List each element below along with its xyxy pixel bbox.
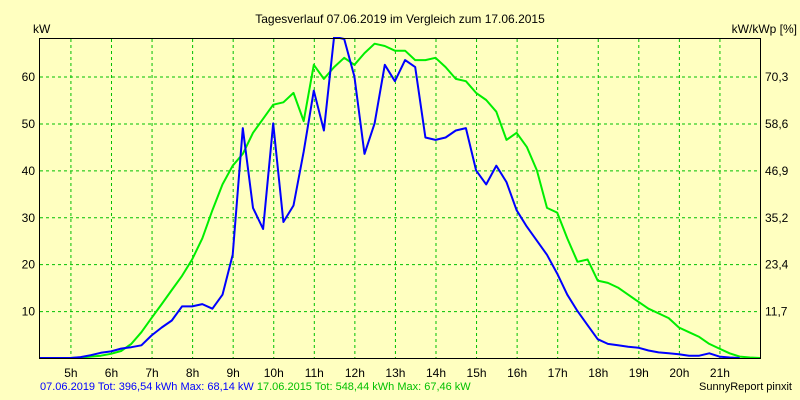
y-tick-label-left: 40	[22, 164, 36, 178]
y-tick-label-right: 23,4	[765, 258, 789, 272]
x-tick-label: 5h	[64, 366, 77, 380]
plot-frame	[39, 38, 761, 359]
series-lines	[40, 37, 761, 358]
grid	[40, 39, 760, 358]
x-tick-label: 6h	[105, 366, 118, 380]
x-tick-label: 17h	[548, 366, 568, 380]
footer-summary: 07.06.2019 Tot: 396,54 kWh Max: 68,14 kW…	[40, 380, 471, 394]
x-tick-label: 11h	[305, 366, 324, 380]
x-tick-label: 14h	[426, 366, 446, 380]
x-tick-label: 12h	[345, 366, 365, 380]
x-tick-label: 21h	[710, 366, 730, 380]
y-tick-label-right: 11,7	[765, 305, 788, 319]
x-tick-label: 7h	[145, 366, 158, 380]
footer-series2-text: 17.06.2015 Tot: 548,44 kWh Max: 67,46 kW	[256, 381, 471, 393]
y-tick-label-right: 35,2	[765, 211, 789, 225]
y-tick-label-left: 10	[22, 305, 36, 319]
x-tick-label: 20h	[669, 366, 689, 380]
tick-labels: 5h 6h 7h 8h 9h 10h 11h 12h 13h 14h 15h 16h 17h 18h 19h…	[22, 70, 789, 380]
footer-series1-text: 07.06.2019 Tot: 396,54 kWh Max: 68,14 kW	[40, 381, 254, 393]
x-tick-label: 8h	[186, 366, 199, 380]
x-tick-label: 15h	[467, 366, 487, 380]
y-tick-label-left: 20	[22, 258, 36, 272]
footer: 07.06.2019 Tot: 396,54 kWh Max: 68,14 kW…	[0, 380, 800, 394]
y-tick-label-left: 30	[22, 211, 36, 225]
series-line-2015	[40, 42, 761, 358]
y-tick-label-left: 50	[22, 117, 36, 131]
x-tick-label: 19h	[629, 366, 649, 380]
x-tick-label: 16h	[507, 366, 527, 380]
y-tick-label-right: 46,9	[765, 164, 789, 178]
chart-title: Tagesverlauf 07.06.2019 im Vergleich zum…	[255, 12, 545, 26]
footer-brand: SunnyReport pinxit	[699, 381, 792, 393]
y-tick-label-right: 58,6	[765, 117, 789, 131]
y-tick-label-right: 70,3	[765, 70, 789, 84]
y-tick-label-left: 60	[22, 70, 36, 84]
x-tick-label: 18h	[588, 366, 608, 380]
y-axis-label-left: kW	[33, 22, 51, 36]
x-tick-label: 13h	[385, 366, 405, 380]
x-tick-label: 9h	[226, 366, 239, 380]
series-line-2019	[40, 37, 740, 358]
y-axis-label-right: kW/kWp [%]	[732, 22, 797, 36]
x-tick-label: 10h	[264, 366, 284, 380]
